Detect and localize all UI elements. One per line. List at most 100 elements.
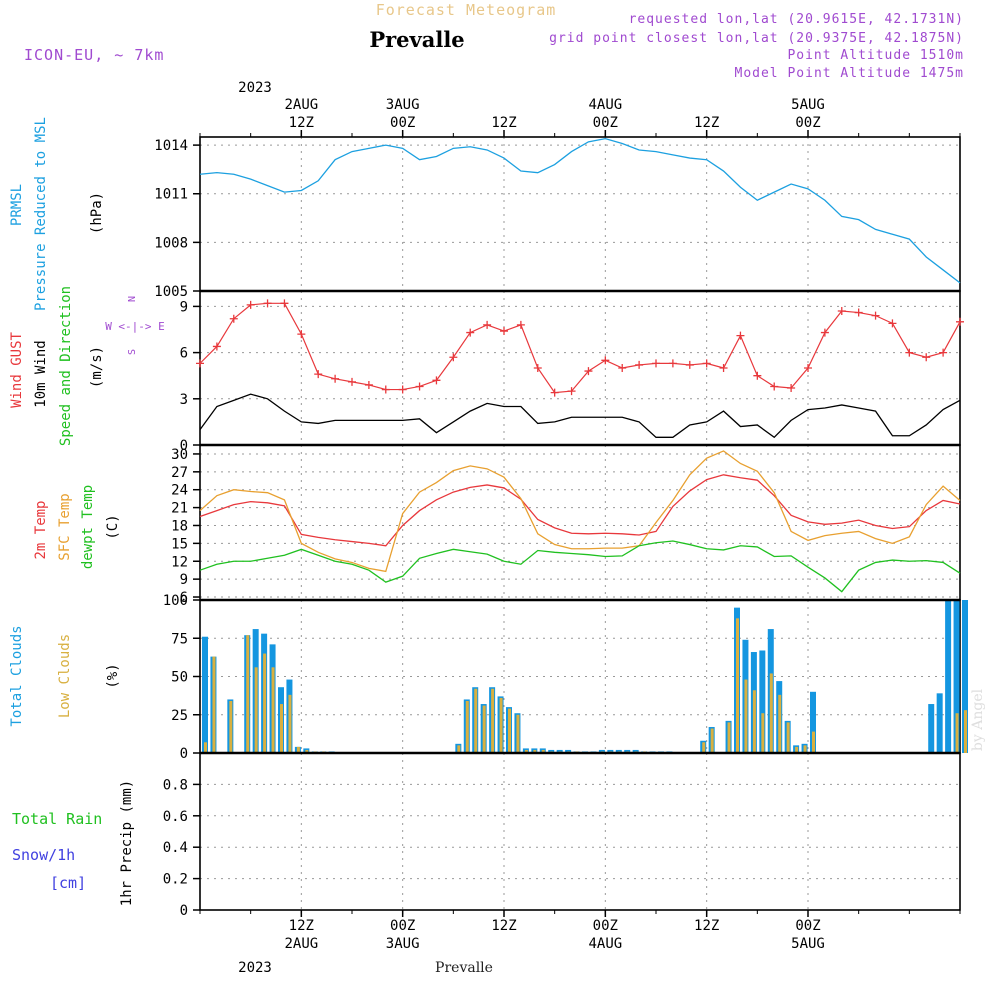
wind-unit: (m/s): [89, 346, 105, 388]
pressure-line: [199, 137, 961, 284]
gust-marker: [567, 387, 576, 396]
gust-marker: [229, 314, 238, 323]
top-hour-label: 12Z: [289, 115, 314, 131]
panels: 1005100810111014036969121518212427300255…: [154, 136, 968, 919]
wind-rose-north: N: [127, 296, 138, 302]
dewpt-label: dewpt Temp: [80, 485, 96, 569]
low-cloud-bar: [736, 618, 739, 753]
dewpt-line: [199, 540, 961, 593]
total-cloud-bar: [945, 600, 952, 753]
snow-cm-label: [cm]: [50, 874, 86, 892]
low-cloud-bar: [769, 673, 773, 753]
gust-marker: [314, 370, 323, 379]
pressure-panel: 1005 1008 1011 1014: [154, 136, 961, 300]
gust-marker: [466, 328, 475, 337]
low-cloud-bar: [465, 700, 469, 753]
total-cloud-bar: [202, 636, 208, 753]
bottom-date-label: 4AUG: [588, 936, 622, 952]
gust-marker: [483, 320, 492, 329]
top-hour-label: 12Z: [491, 115, 516, 131]
temp-ytick-label: 9: [180, 572, 188, 588]
gust-marker: [787, 384, 796, 393]
wind-ytick-label: 9: [180, 299, 188, 315]
gust-marker: [905, 348, 914, 357]
low-clouds-label: Low Clouds: [57, 634, 73, 718]
wind10-line: [199, 393, 961, 439]
precip-ytick-label: 0: [180, 903, 188, 919]
precip-panel: 0 0.2 0.4 0.6 0.8: [163, 752, 961, 919]
top-hour-label: 00Z: [795, 115, 820, 131]
wind-ytick-label: 0: [180, 438, 188, 454]
bottom-year: 2023: [238, 960, 272, 976]
t2m-label: 2m Temp: [33, 500, 49, 559]
top-hour-label: 00Z: [390, 115, 415, 131]
temp-ytick-label: 27: [171, 465, 188, 481]
low-cloud-bar: [778, 694, 782, 753]
low-cloud-bar: [271, 667, 275, 753]
pressure-frame: [199, 136, 961, 292]
low-cloud-bar: [499, 697, 503, 753]
clouds-ytick-label: 0: [180, 746, 188, 762]
model-label: ICON-EU, ~ 7km: [24, 46, 164, 64]
wind-rose: W <-|-> E: [105, 320, 165, 333]
gust-marker: [854, 308, 863, 317]
bottom-hour-label: 00Z: [390, 918, 415, 934]
low-cloud-bar: [246, 635, 250, 753]
temp-ytick-label: 18: [171, 518, 188, 534]
clouds-unit: (%): [105, 663, 121, 688]
wind-rose-south: S: [127, 349, 138, 355]
bottom-hour-label: 12Z: [491, 918, 516, 934]
gust-marker: [196, 359, 204, 368]
gust-marker: [432, 376, 441, 385]
low-cloud-bar: [533, 749, 537, 753]
low-cloud-bar: [795, 746, 799, 753]
pressure-ytick-label: 1014: [154, 138, 188, 154]
gust-marker: [871, 311, 880, 320]
total-cloud-bar: [936, 693, 943, 753]
sfc-temp-line: [199, 450, 961, 573]
precip-ytick-label: 0.2: [163, 872, 188, 888]
gust-marker: [820, 328, 829, 337]
bottom-hour-label: 00Z: [593, 918, 618, 934]
top-date-label: 5AUG: [791, 97, 825, 113]
low-cloud-bar: [305, 749, 309, 753]
gust-marker: [736, 331, 745, 340]
low-cloud-bar: [744, 679, 748, 753]
clouds-ytick-label: 25: [171, 708, 188, 724]
bottom-date-label: 2AUG: [284, 936, 318, 952]
gust-marker: [601, 356, 610, 365]
point-altitude: Point Altitude 1510m: [787, 48, 964, 63]
top-time-axis: 2AUG 12Z 3AUG 00Z 12Z 4AUG 00Z 12Z 5AUG 00Z: [199, 97, 961, 137]
bottom-hour-label: 00Z: [795, 918, 820, 934]
gust-marker: [415, 382, 424, 391]
total-cloud-bar: [759, 650, 766, 753]
gust-marker: [922, 353, 931, 362]
top-date-label: 2AUG: [284, 97, 318, 113]
bottom-date-label: 3AUG: [386, 936, 420, 952]
total-cloud-bar: [962, 600, 968, 753]
low-cloud-bar: [508, 708, 511, 753]
gust-marker: [449, 353, 458, 362]
gust-marker: [280, 299, 289, 308]
gust-line: [199, 302, 961, 394]
low-cloud-bar: [229, 700, 233, 753]
total-cloud-bar: [810, 691, 816, 753]
pressure-label-long: Pressure Reduced to MSL: [33, 117, 49, 311]
temp-ytick-label: 21: [171, 501, 188, 517]
low-cloud-bar: [296, 746, 300, 753]
low-cloud-bar: [263, 653, 267, 753]
low-cloud-bar: [955, 713, 959, 753]
gust-marker: [550, 388, 559, 397]
top-year: 2023: [238, 80, 272, 96]
gust-marker: [668, 359, 677, 368]
top-hour-label: 12Z: [694, 115, 719, 131]
pressure-ytick-label: 1011: [154, 187, 188, 203]
precip-ytick-label: 0.6: [163, 809, 188, 825]
gust-marker: [956, 317, 964, 326]
gust-marker: [348, 377, 356, 386]
total-clouds-label: Total Clouds: [9, 625, 25, 726]
low-cloud-bar: [752, 690, 756, 753]
low-cloud-bar: [516, 714, 520, 753]
